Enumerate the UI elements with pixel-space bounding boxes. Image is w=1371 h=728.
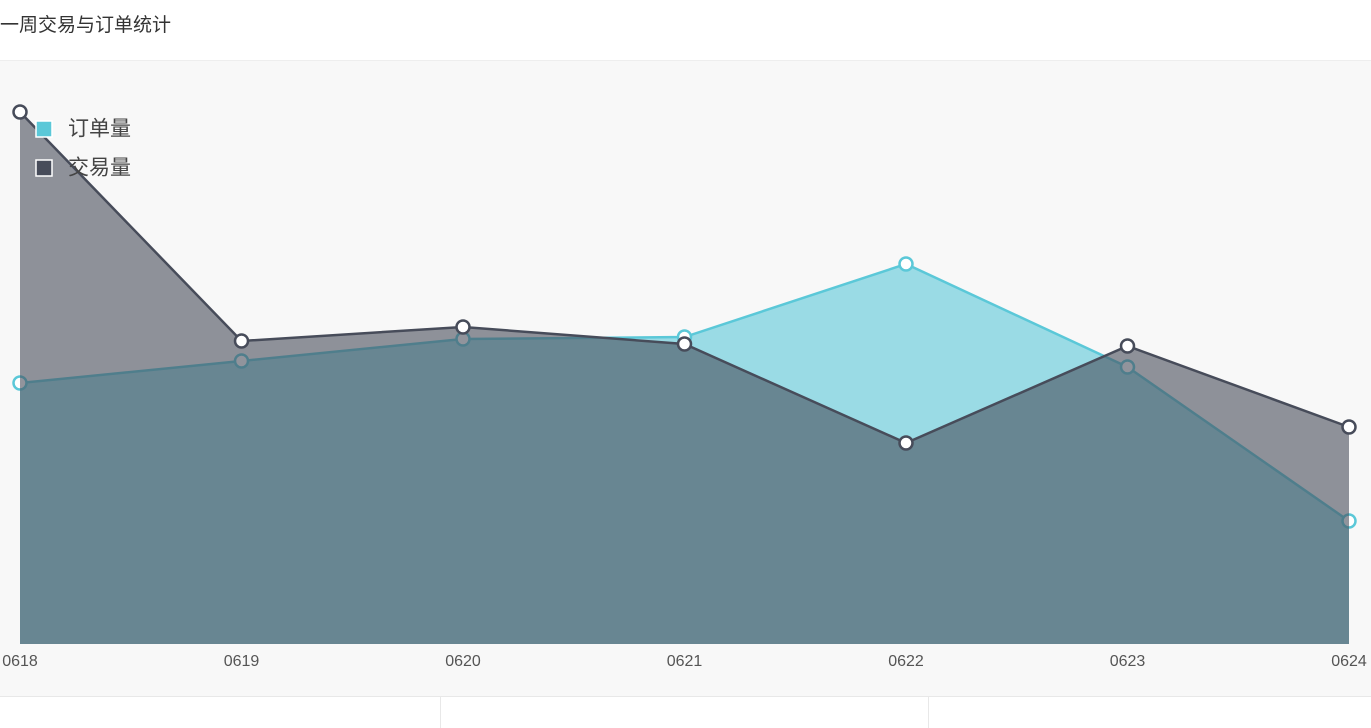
x-tick-label: 0622 bbox=[888, 653, 924, 670]
point bbox=[233, 333, 250, 349]
point bbox=[455, 319, 471, 335]
legend-swatch bbox=[35, 120, 53, 138]
point bbox=[1119, 338, 1136, 354]
x-tick-label: 0620 bbox=[445, 653, 481, 670]
point bbox=[12, 104, 28, 120]
legend-swatch bbox=[35, 159, 53, 177]
x-tick-label: 0621 bbox=[667, 653, 703, 670]
x-tick-label: 0623 bbox=[1110, 653, 1146, 670]
legend-label: 订单量 bbox=[68, 118, 131, 141]
area bbox=[20, 112, 1349, 644]
point bbox=[898, 256, 914, 272]
chart-title: 一周交易与订单统计 bbox=[0, 14, 171, 36]
legend-label: 交易量 bbox=[68, 157, 131, 180]
header bbox=[0, 0, 1371, 60]
x-tick-label: 0618 bbox=[2, 653, 38, 670]
x-tick-label: 0624 bbox=[1331, 653, 1367, 670]
point bbox=[898, 435, 914, 451]
point bbox=[676, 336, 693, 352]
x-tick-label: 0619 bbox=[224, 653, 260, 670]
point bbox=[1341, 419, 1357, 435]
